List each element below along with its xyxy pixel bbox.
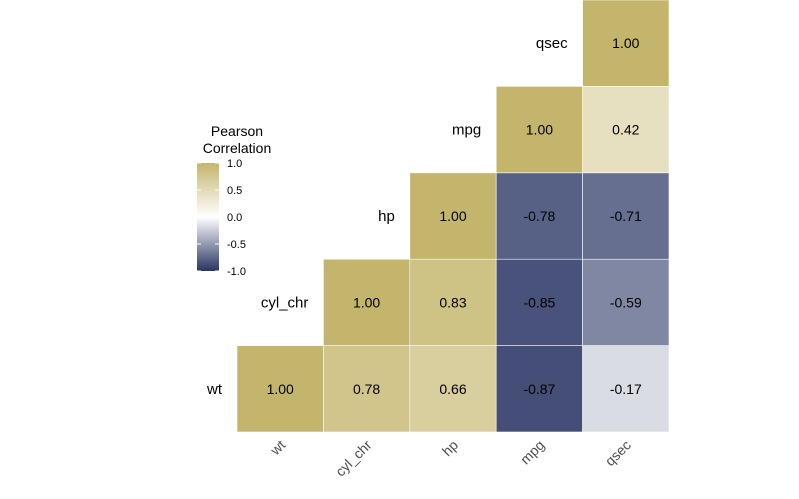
legend-tick-label-1.0: 1.0 — [227, 158, 242, 170]
cell-value-wt-hp: 0.66 — [439, 381, 466, 397]
row-label-cyl_chr: cyl_chr — [261, 294, 309, 311]
cell-value-hp-hp: 1.00 — [439, 208, 466, 224]
cell-value-hp-qsec: -0.71 — [610, 208, 642, 224]
cell-value-qsec-qsec: 1.00 — [612, 35, 639, 51]
heatmap-cell-cyl_chr-cyl_chr — [323, 258, 411, 346]
cell-value-wt-qsec: -0.17 — [610, 381, 642, 397]
cell-value-labels: 1.00 0.78 0.66 -0.87 -0.17 1.00 0.83 -0.85 -0.59… — [267, 35, 642, 397]
legend-color-bar — [197, 163, 219, 271]
column-label-qsec: qsec — [602, 437, 634, 469]
heatmap-cell-cyl_chr-mpg — [495, 258, 583, 346]
heatmap-cell-hp-qsec — [582, 172, 670, 260]
heatmap-cell-hp-hp — [409, 172, 497, 260]
heatmap-cell-cyl_chr-hp — [409, 258, 497, 346]
heatmap-cell-cyl_chr-qsec — [582, 258, 670, 346]
cell-value-cyl_chr-qsec: -0.59 — [610, 294, 642, 310]
column-label-cyl_chr: cyl_chr — [332, 437, 375, 480]
cell-value-cyl_chr-mpg: -0.85 — [523, 294, 555, 310]
legend-tick-label--1.0: -1.0 — [227, 266, 246, 278]
column-label-wt: wt — [266, 437, 288, 459]
cell-value-wt-cyl_chr: 0.78 — [353, 381, 380, 397]
heatmap-cell-wt-mpg — [495, 345, 583, 433]
legend-tick-label--0.5: -0.5 — [227, 239, 246, 251]
cell-value-wt-wt: 1.00 — [267, 381, 294, 397]
cell-value-wt-mpg: -0.87 — [523, 381, 555, 397]
cell-value-mpg-qsec: 0.42 — [612, 122, 639, 138]
cell-value-cyl_chr-cyl_chr: 1.00 — [353, 294, 380, 310]
row-label-mpg: mpg — [452, 122, 481, 139]
heatmap-cell-wt-wt — [236, 345, 324, 433]
cell-value-mpg-mpg: 1.00 — [526, 122, 553, 138]
cell-value-cyl_chr-hp: 0.83 — [439, 294, 466, 310]
column-label-hp: hp — [439, 437, 461, 459]
row-labels: wt cyl_chr hp mpg qsec — [206, 35, 568, 398]
legend-tick-label-0.5: 0.5 — [227, 185, 242, 197]
heatmap-cell-wt-qsec — [582, 345, 670, 433]
legend-title-line1: Pearson — [211, 123, 263, 139]
row-label-qsec: qsec — [536, 35, 568, 52]
legend-title-line2: Correlation — [203, 140, 271, 156]
row-label-hp: hp — [378, 208, 395, 225]
cell-value-hp-mpg: -0.78 — [523, 208, 555, 224]
heatmap-cells — [236, 0, 670, 433]
heatmap-cell-qsec-qsec — [582, 0, 670, 87]
legend-ticks: 1.0 0.5 0.0 -0.5 -1.0 — [197, 158, 246, 278]
column-label-mpg: mpg — [517, 437, 548, 468]
heatmap-cell-wt-cyl_chr — [323, 345, 411, 433]
column-labels: wt cyl_chr hp mpg qsec — [266, 437, 634, 480]
color-legend: Pearson Correlation 1.0 0.5 0.0 -0.5 -1.0 — [197, 123, 271, 278]
heatmap-cell-mpg-mpg — [495, 86, 583, 174]
legend-tick-label-0.0: 0.0 — [227, 212, 242, 224]
row-label-wt: wt — [206, 381, 223, 398]
